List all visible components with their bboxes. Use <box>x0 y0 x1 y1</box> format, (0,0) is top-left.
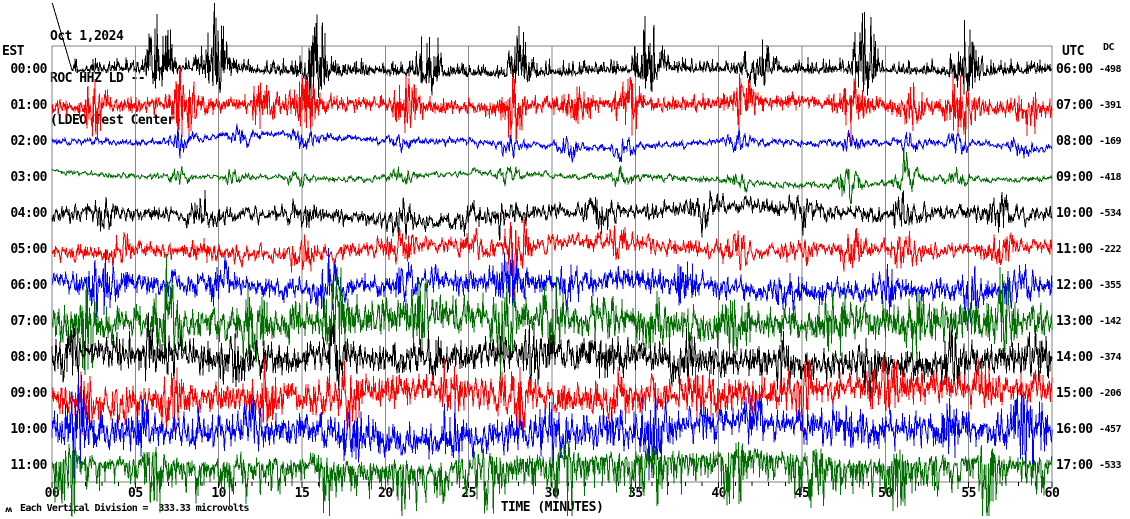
dc-offset-value: -391 <box>1099 100 1122 111</box>
dc-offset-value: -355 <box>1099 280 1122 291</box>
left-axis-header-est: EST <box>2 44 24 59</box>
dc-offset-value: -222 <box>1099 244 1122 255</box>
header-station-channel: ROC HHZ LD -- <box>50 71 146 86</box>
est-hour-label: 00:00 <box>10 62 47 77</box>
x-tick-label: 05 <box>128 486 143 501</box>
dc-offset-value: -206 <box>1099 388 1122 399</box>
utc-hour-label: 15:00 <box>1056 386 1093 401</box>
right-axis-header-utc: UTC <box>1062 44 1084 59</box>
utc-hour-label: 09:00 <box>1056 170 1093 185</box>
x-tick-label: 00 <box>44 486 60 501</box>
utc-hour-label: 10:00 <box>1056 206 1093 221</box>
header-subtitle: (LDEO Test Center) <box>50 113 182 128</box>
utc-hour-label: 11:00 <box>1056 242 1093 257</box>
est-hour-label: 02:00 <box>10 134 47 149</box>
x-tick-label: 60 <box>1044 486 1060 501</box>
est-hour-label: 04:00 <box>10 206 47 221</box>
x-tick-label: 45 <box>794 486 810 501</box>
est-hour-label: 01:00 <box>10 98 47 113</box>
x-tick-label: 40 <box>711 486 726 501</box>
utc-hour-label: 12:00 <box>1056 278 1093 293</box>
header-block: Oct 1,2024 ROC HHZ LD -- (LDEO Test Cent… <box>50 2 182 156</box>
est-hour-label: 06:00 <box>10 278 47 293</box>
utc-hour-label: 07:00 <box>1056 98 1093 113</box>
est-hour-label: 09:00 <box>10 386 47 401</box>
x-tick-label: 25 <box>461 486 476 501</box>
x-tick-label: 15 <box>294 486 310 501</box>
dc-column-header: DC <box>1103 42 1115 53</box>
x-tick-label: 55 <box>961 486 976 501</box>
header-date: Oct 1,2024 <box>50 29 124 44</box>
utc-hour-label: 06:00 <box>1056 62 1093 77</box>
est-hour-label: 08:00 <box>10 350 47 365</box>
dc-offset-value: -533 <box>1099 460 1122 471</box>
utc-hour-label: 13:00 <box>1056 314 1093 329</box>
dc-offset-value: -142 <box>1099 316 1122 327</box>
utc-hour-label: 16:00 <box>1056 422 1093 437</box>
x-tick-label: 20 <box>378 486 393 501</box>
x-tick-label: 10 <box>211 486 226 501</box>
utc-hour-label: 14:00 <box>1056 350 1093 365</box>
watermark-glyph: ʍ <box>5 505 13 514</box>
dc-offset-value: -498 <box>1099 64 1122 75</box>
x-axis-title: TIME (MINUTES) <box>500 500 604 515</box>
est-hour-label: 03:00 <box>10 170 47 185</box>
scale-note: Each Vertical Division = 333.33 microvol… <box>20 503 249 514</box>
utc-hour-label: 17:00 <box>1056 458 1093 473</box>
dc-offset-value: -374 <box>1099 352 1122 363</box>
est-hour-label: 11:00 <box>10 458 47 473</box>
utc-hour-label: 08:00 <box>1056 134 1093 149</box>
dc-offset-value: -169 <box>1099 136 1122 147</box>
est-hour-label: 05:00 <box>10 242 47 257</box>
dc-offset-value: -457 <box>1099 424 1122 435</box>
est-hour-label: 10:00 <box>10 422 47 437</box>
dc-offset-value: -418 <box>1099 172 1122 183</box>
dc-offset-value: -534 <box>1099 208 1122 219</box>
est-hour-label: 07:00 <box>10 314 47 329</box>
